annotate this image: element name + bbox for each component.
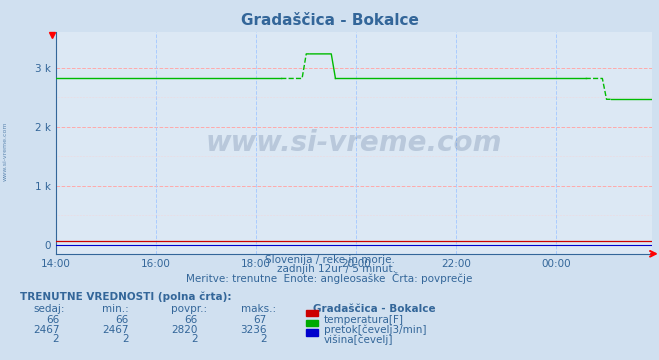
Text: 67: 67 xyxy=(254,315,267,325)
Text: www.si-vreme.com: www.si-vreme.com xyxy=(3,121,8,181)
Text: 2: 2 xyxy=(53,334,59,344)
Text: min.:: min.: xyxy=(102,304,129,314)
Text: pretok[čevelj3/min]: pretok[čevelj3/min] xyxy=(324,325,426,335)
Text: 2: 2 xyxy=(122,334,129,344)
Text: povpr.:: povpr.: xyxy=(171,304,208,314)
Text: višina[čevelj]: višina[čevelj] xyxy=(324,334,393,345)
Text: sedaj:: sedaj: xyxy=(33,304,65,314)
Text: www.si-vreme.com: www.si-vreme.com xyxy=(206,129,502,157)
Text: 2: 2 xyxy=(260,334,267,344)
Text: TRENUTNE VREDNOSTI (polna črta):: TRENUTNE VREDNOSTI (polna črta): xyxy=(20,292,231,302)
Text: 2: 2 xyxy=(191,334,198,344)
Text: zadnjih 12ur / 5 minut.: zadnjih 12ur / 5 minut. xyxy=(264,264,395,274)
Text: temperatura[F]: temperatura[F] xyxy=(324,315,403,325)
Text: Gradaščica - Bokalce: Gradaščica - Bokalce xyxy=(241,13,418,28)
Text: 3236: 3236 xyxy=(241,325,267,335)
Text: Gradaščica - Bokalce: Gradaščica - Bokalce xyxy=(313,304,436,314)
Text: maks.:: maks.: xyxy=(241,304,275,314)
Text: Meritve: trenutne  Enote: angleosaške  Črta: povprečje: Meritve: trenutne Enote: angleosaške Črt… xyxy=(186,271,473,284)
Text: 66: 66 xyxy=(46,315,59,325)
Text: 2820: 2820 xyxy=(171,325,198,335)
Text: 2467: 2467 xyxy=(102,325,129,335)
Text: 2467: 2467 xyxy=(33,325,59,335)
Text: 66: 66 xyxy=(115,315,129,325)
Text: 66: 66 xyxy=(185,315,198,325)
Text: Slovenija / reke in morje.: Slovenija / reke in morje. xyxy=(264,255,395,265)
